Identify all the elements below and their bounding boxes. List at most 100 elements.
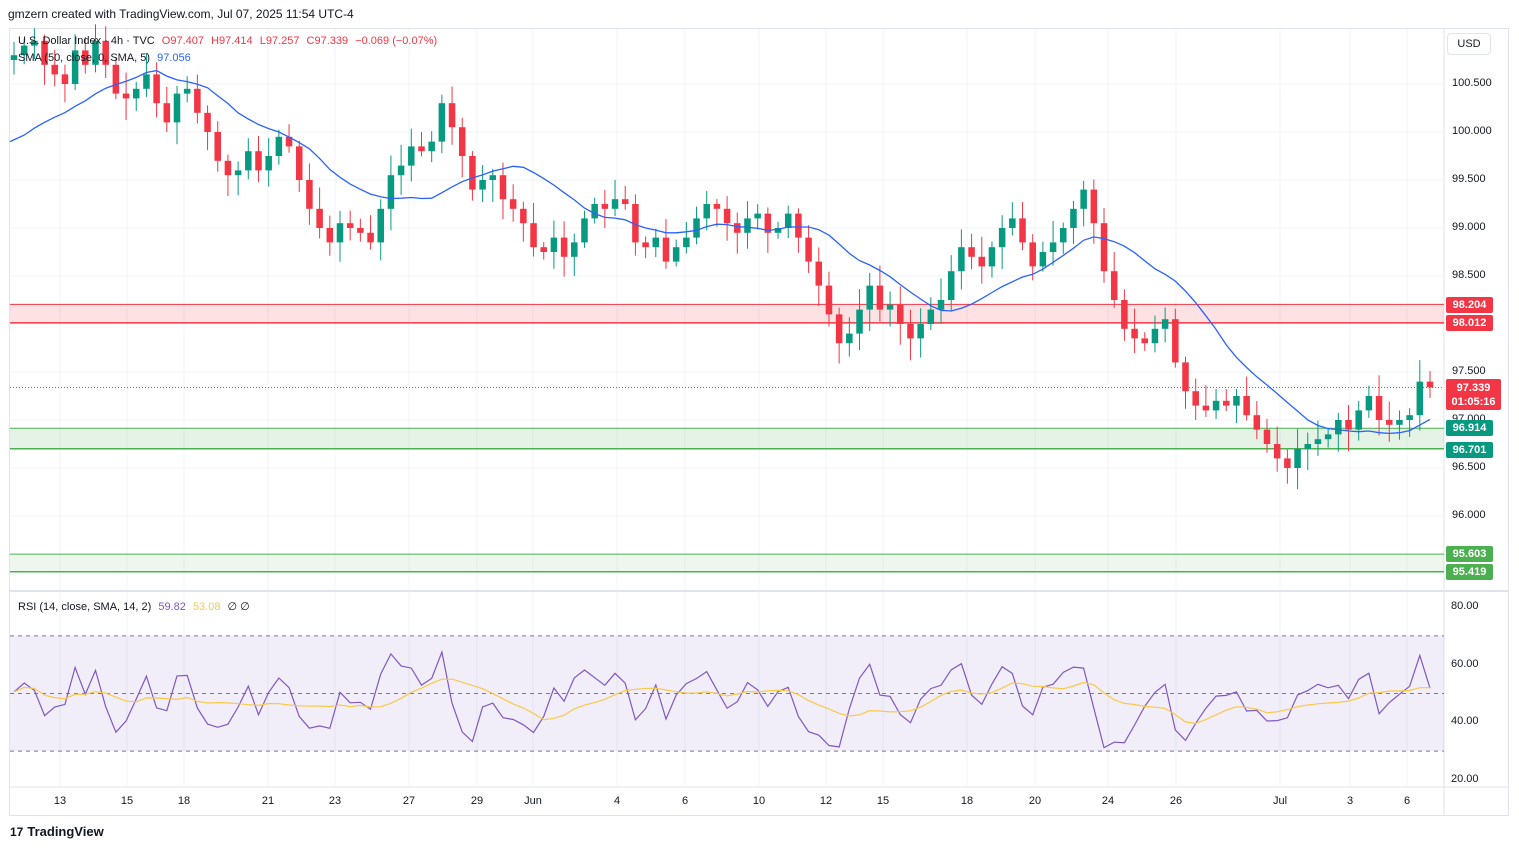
- candle-body: [265, 156, 272, 171]
- candle-body: [122, 93, 130, 99]
- rsi-tick-label: 40.00: [1451, 715, 1479, 728]
- candle-body: [61, 74, 69, 84]
- candle-body: [367, 232, 374, 243]
- price-tick-label: 96.500: [1452, 461, 1486, 473]
- candle-body: [173, 93, 181, 123]
- candle-body: [520, 208, 527, 224]
- candle-body: [621, 199, 629, 204]
- candle-body: [163, 103, 171, 123]
- candle-body: [937, 300, 945, 310]
- rsi-label: RSI (14, close, SMA, 14, 2): [18, 601, 152, 613]
- candle-body: [734, 223, 741, 233]
- time-tick-label: 24: [1101, 795, 1115, 807]
- candle-body: [1131, 328, 1138, 339]
- candle-body: [1273, 444, 1281, 459]
- time-tick-label: 12: [819, 795, 833, 807]
- candle-body: [316, 208, 323, 228]
- candle-body: [336, 223, 344, 243]
- candle-body: [835, 314, 843, 344]
- time-tick-label: 18: [960, 795, 974, 807]
- time-tick-label: 15: [120, 795, 134, 807]
- currency-button[interactable]: USD: [1447, 33, 1491, 55]
- symbol-legend[interactable]: U.S. Dollar Index · 4h · TVC O97.407 H97…: [18, 35, 441, 47]
- candle-body: [886, 304, 894, 310]
- candle-body: [285, 136, 293, 147]
- candle-body: [856, 309, 863, 334]
- candle-body: [326, 228, 334, 243]
- candle-body: [377, 208, 384, 243]
- rsi-ma-line: [13, 678, 1430, 725]
- candlestick-series: [10, 24, 1434, 490]
- symbol-title: U.S. Dollar Index · 4h · TVC: [18, 35, 155, 47]
- rsi-tick-label: 80.00: [1451, 600, 1479, 612]
- candle-body: [1365, 396, 1373, 411]
- candle-body: [479, 180, 486, 190]
- price-tick-label: 100.000: [1452, 125, 1492, 137]
- rsi-panel: [10, 635, 1444, 752]
- candle-body: [346, 223, 354, 228]
- candle-body: [591, 204, 598, 219]
- candle-body: [611, 199, 619, 209]
- tradingview-logo-icon: 17: [10, 825, 24, 839]
- low-value: L97.257: [259, 35, 300, 47]
- change-value: −0.069 (−0.07%): [355, 35, 438, 47]
- rsi-legend[interactable]: RSI (14, close, SMA, 14, 2) 59.82 53.08 …: [18, 600, 254, 613]
- candle-body: [112, 64, 120, 94]
- time-tick-label: 18: [177, 795, 191, 807]
- candle-body: [1202, 405, 1210, 411]
- time-tick-label: 15: [876, 795, 890, 807]
- chart-grid: [10, 29, 1508, 815]
- candle-body: [153, 74, 160, 104]
- candle-body: [784, 213, 792, 228]
- candle-body: [846, 333, 853, 344]
- candle-body: [1009, 218, 1016, 228]
- candle-body: [1222, 400, 1230, 406]
- candle-body: [1335, 420, 1342, 435]
- candle-body: [978, 256, 986, 267]
- candle-body: [20, 45, 28, 56]
- candle-body: [723, 208, 731, 224]
- candle-body: [41, 40, 48, 65]
- candle-body: [1375, 396, 1383, 420]
- candle-body: [642, 242, 649, 248]
- rsi-value: 59.82: [158, 601, 186, 613]
- candle-body: [1385, 420, 1393, 425]
- candle-body: [550, 237, 558, 252]
- price-tick-label: 99.500: [1452, 173, 1486, 185]
- candle-body: [428, 141, 435, 152]
- candle-body: [530, 223, 537, 248]
- candle-body: [1345, 420, 1352, 430]
- candle-body: [581, 218, 588, 243]
- tradingview-logo-text: TradingView: [27, 824, 104, 839]
- candle-body: [489, 175, 497, 180]
- candle-body: [683, 237, 690, 248]
- sma-50-line: [9, 69, 1431, 435]
- candle-body: [275, 136, 283, 156]
- sma-legend[interactable]: SMA (50, close, 0, SMA, 5) 97.056: [18, 52, 195, 64]
- candle-body: [132, 88, 140, 99]
- price-tick-label: 98.500: [1452, 269, 1486, 281]
- tradingview-logo[interactable]: 17 TradingView: [10, 824, 104, 839]
- support-high-label: 96.914: [1446, 420, 1493, 436]
- candle-body: [927, 309, 935, 324]
- time-tick-label: 29: [470, 795, 484, 807]
- candle-body: [1182, 362, 1189, 392]
- candle-body: [1263, 429, 1271, 444]
- time-tick-label: 6: [681, 795, 689, 807]
- candle-body: [1253, 415, 1261, 430]
- rsi-extra: ∅ ∅: [227, 601, 250, 613]
- time-tick-label: 27: [402, 795, 416, 807]
- candle-body: [1151, 328, 1159, 344]
- candle-body: [1060, 228, 1067, 243]
- candle-body: [1243, 396, 1250, 416]
- candle-body: [245, 151, 252, 171]
- candle-body: [183, 88, 191, 94]
- resistance-low-label: 98.012: [1446, 315, 1493, 331]
- candle-body: [917, 324, 924, 339]
- candle-body: [1192, 391, 1199, 406]
- chart-frame: [9, 28, 1509, 816]
- candle-body: [815, 261, 823, 286]
- rsi-ma-value: 53.08: [192, 601, 221, 613]
